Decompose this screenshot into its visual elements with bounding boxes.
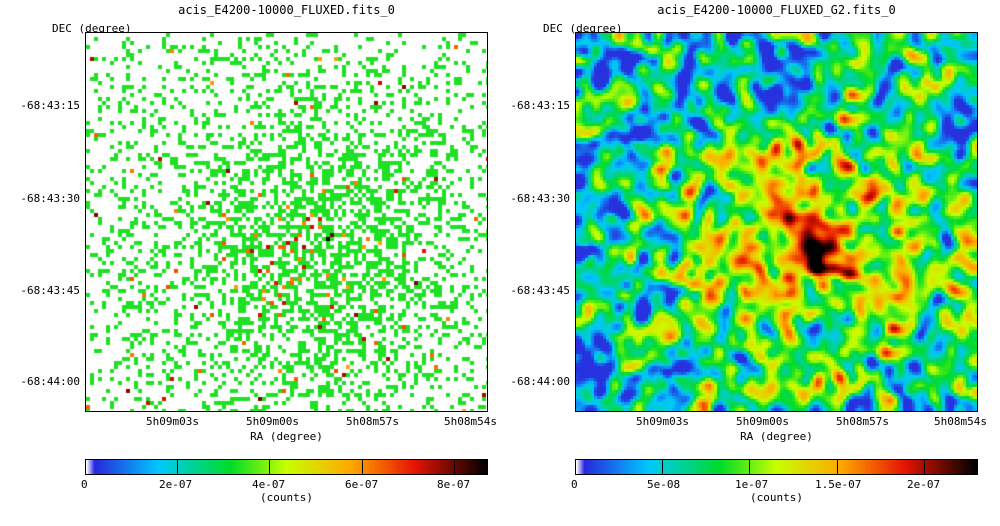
colorbar-tick-mark: [836, 459, 838, 475]
left-colorbar-gradient: [86, 460, 487, 474]
left-colorbar: [85, 459, 488, 475]
right-colorbar-gradient: [576, 460, 977, 474]
left-cbar-tick-1: 2e-07: [159, 478, 193, 491]
right-xtick-0: 5h09m03s: [636, 415, 689, 428]
right-ytick-2: -68:43:45: [510, 284, 570, 297]
right-xlabel: RA (degree): [740, 430, 813, 443]
right-ytick-0: -68:43:15: [510, 99, 570, 112]
right-cbar-tick-0: 0: [571, 478, 578, 491]
left-cbar-tick-4: 8e-07: [437, 478, 471, 491]
right-image-plot[interactable]: [575, 32, 978, 412]
right-cbar-tick-2: 1e-07: [735, 478, 769, 491]
colorbar-tick-mark: [575, 459, 576, 475]
right-cbar-tick-3: 1.5e-07: [815, 478, 862, 491]
left-ytick-0: -68:43:15: [20, 99, 80, 112]
colorbar-tick-mark: [177, 459, 179, 475]
right-xtick-3: 5h08m54s: [934, 415, 987, 428]
left-ytick-1: -68:43:30: [20, 192, 80, 205]
left-xlabel: RA (degree): [250, 430, 323, 443]
left-colorbar-label: (counts): [260, 491, 313, 504]
left-xtick-3: 5h08m54s: [444, 415, 497, 428]
right-colorbar-label: (counts): [750, 491, 803, 504]
left-xtick-2: 5h08m57s: [346, 415, 399, 428]
right-xtick-2: 5h08m57s: [836, 415, 889, 428]
left-heatmap-canvas: [86, 33, 487, 411]
right-ytick-3: -68:44:00: [510, 375, 570, 388]
left-xtick-0: 5h09m03s: [146, 415, 199, 428]
left-ytick-2: -68:43:45: [20, 284, 80, 297]
colorbar-tick-mark: [662, 459, 664, 475]
left-ytick-3: -68:44:00: [20, 375, 80, 388]
right-colorbar: [575, 459, 978, 475]
colorbar-tick-mark: [453, 459, 455, 475]
right-ylabel: DEC (degree): [543, 22, 623, 35]
right-title: acis_E4200-10000_FLUXED_G2.fits_0: [657, 3, 896, 17]
colorbar-tick-mark: [923, 459, 925, 475]
left-xtick-1: 5h09m00s: [246, 415, 299, 428]
right-cbar-tick-1: 5e-08: [647, 478, 681, 491]
left-title: acis_E4200-10000_FLUXED.fits_0: [178, 3, 395, 17]
right-cbar-tick-4: 2e-07: [907, 478, 941, 491]
left-ylabel: DEC (degree): [52, 22, 132, 35]
left-cbar-tick-2: 4e-07: [252, 478, 286, 491]
left-cbar-tick-0: 0: [81, 478, 88, 491]
colorbar-tick-mark: [85, 459, 86, 475]
colorbar-tick-mark: [749, 459, 751, 475]
colorbar-tick-mark: [361, 459, 363, 475]
right-ytick-1: -68:43:30: [510, 192, 570, 205]
right-xtick-1: 5h09m00s: [736, 415, 789, 428]
colorbar-tick-mark: [269, 459, 271, 475]
left-cbar-tick-3: 6e-07: [345, 478, 379, 491]
left-image-plot[interactable]: [85, 32, 488, 412]
right-heatmap-canvas: [576, 33, 977, 411]
